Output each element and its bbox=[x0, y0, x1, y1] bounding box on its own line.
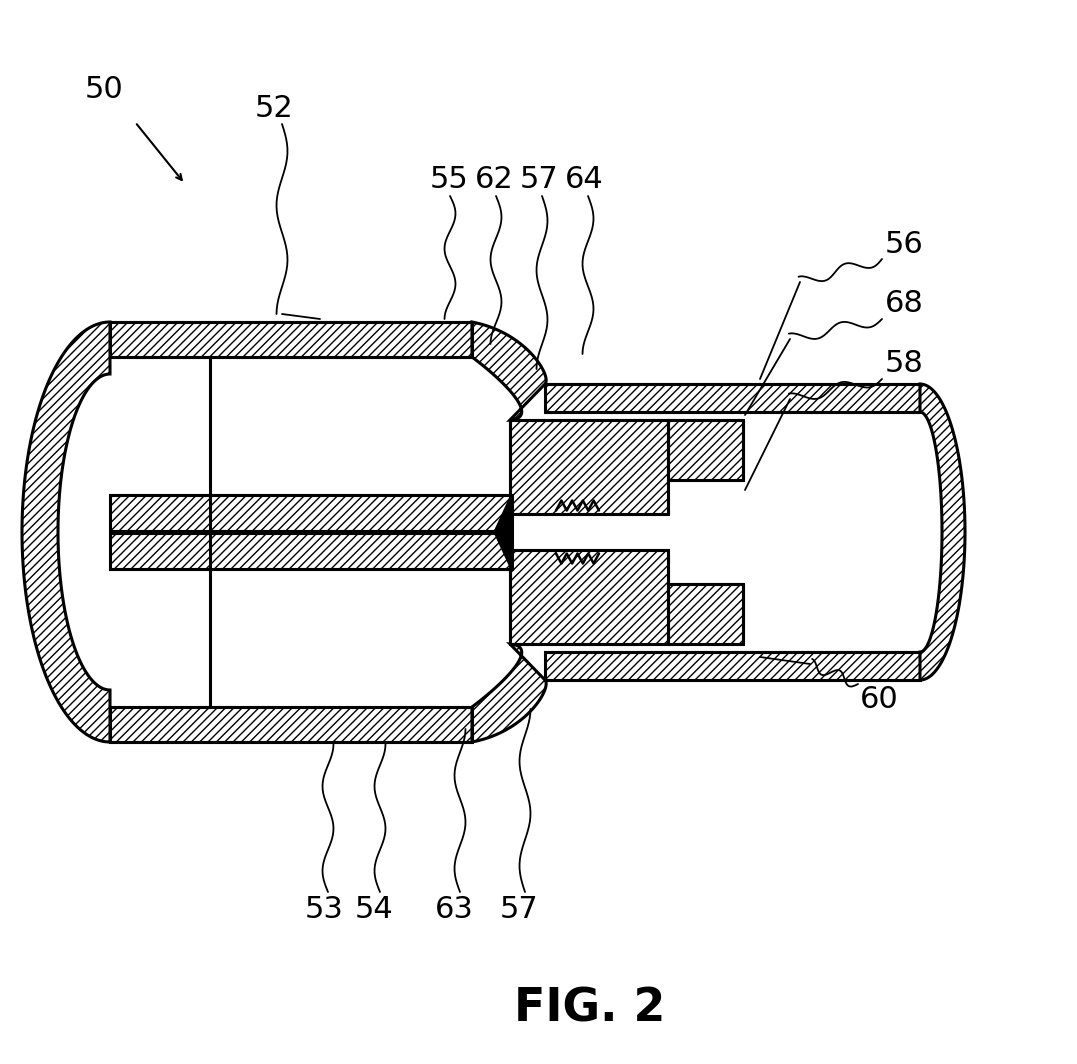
Polygon shape bbox=[472, 644, 546, 742]
Text: 57: 57 bbox=[520, 165, 559, 194]
Polygon shape bbox=[58, 375, 110, 689]
Polygon shape bbox=[668, 420, 743, 480]
Text: 57: 57 bbox=[500, 895, 538, 924]
Text: 52: 52 bbox=[255, 95, 294, 123]
Polygon shape bbox=[510, 550, 668, 644]
Polygon shape bbox=[495, 495, 512, 569]
Polygon shape bbox=[510, 420, 668, 514]
Text: 60: 60 bbox=[861, 684, 898, 714]
Polygon shape bbox=[545, 384, 920, 412]
Polygon shape bbox=[110, 322, 472, 358]
Text: 64: 64 bbox=[565, 165, 604, 194]
Polygon shape bbox=[110, 358, 472, 706]
Text: 54: 54 bbox=[355, 895, 394, 924]
Polygon shape bbox=[110, 706, 472, 742]
Polygon shape bbox=[920, 384, 965, 680]
Polygon shape bbox=[22, 322, 110, 742]
Text: 68: 68 bbox=[885, 289, 924, 318]
Polygon shape bbox=[545, 652, 920, 680]
Polygon shape bbox=[472, 322, 546, 420]
Text: 56: 56 bbox=[885, 230, 924, 259]
Text: FIG. 2: FIG. 2 bbox=[515, 986, 666, 1031]
Text: 63: 63 bbox=[435, 895, 474, 924]
Polygon shape bbox=[545, 412, 942, 652]
Text: 58: 58 bbox=[885, 349, 924, 379]
Polygon shape bbox=[110, 495, 512, 531]
Text: 55: 55 bbox=[430, 165, 468, 194]
Text: 53: 53 bbox=[305, 895, 344, 924]
Polygon shape bbox=[110, 533, 512, 569]
Text: 50: 50 bbox=[85, 74, 124, 103]
Text: 62: 62 bbox=[475, 165, 514, 194]
Polygon shape bbox=[668, 584, 743, 644]
